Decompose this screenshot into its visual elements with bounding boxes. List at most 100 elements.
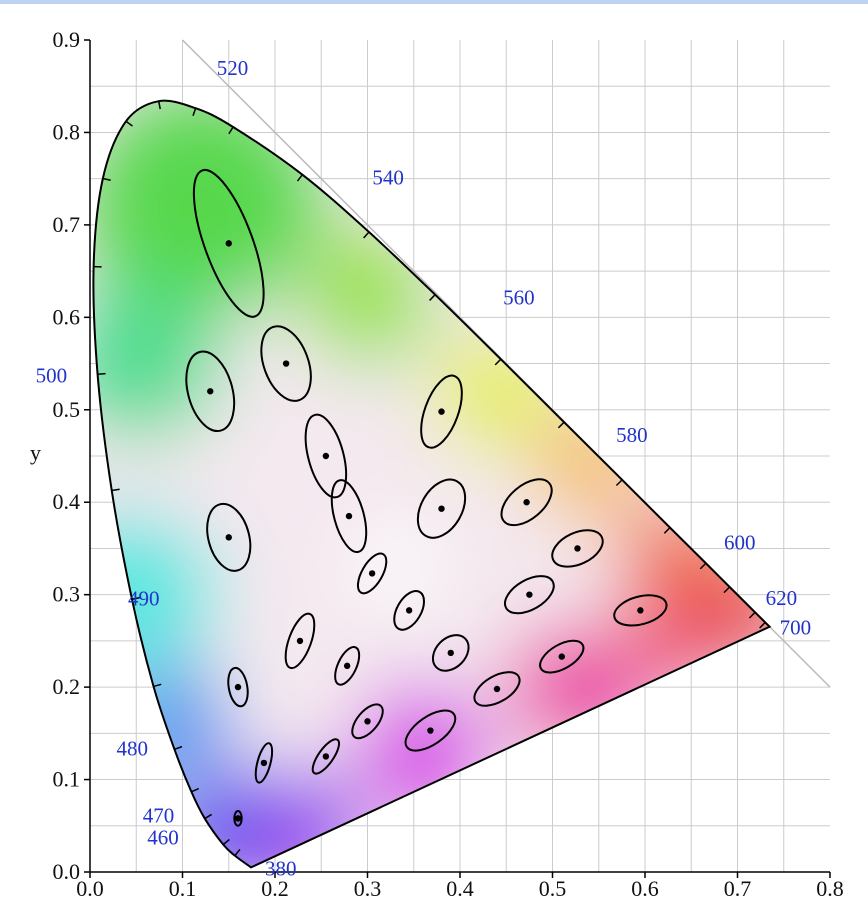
wavelength-tick xyxy=(174,745,183,751)
ellipse-center-point xyxy=(558,653,565,660)
ellipse-center-point xyxy=(405,607,413,614)
x-tick-label: 0.5 xyxy=(539,876,567,901)
wavelength-tick xyxy=(615,479,623,487)
ellipse-center-point xyxy=(343,662,351,670)
wavelength-label: 600 xyxy=(724,531,756,555)
macadam-ellipses xyxy=(185,168,668,827)
macadam-ellipse xyxy=(260,325,312,402)
x-tick-label: 0.6 xyxy=(631,876,659,901)
wavelength-label: 490 xyxy=(128,586,159,610)
wavelength-tick xyxy=(296,174,303,182)
wavelength-tick xyxy=(97,372,106,376)
wavelength-label: 380 xyxy=(265,856,297,880)
wavelength-tick xyxy=(228,126,234,135)
y-tick-label: 0.1 xyxy=(53,767,81,792)
macadam-ellipse xyxy=(233,809,243,827)
macadam-ellipse xyxy=(330,479,368,554)
x-tick-label: 0.8 xyxy=(816,876,844,901)
ellipse-center-point xyxy=(447,649,454,657)
x-tick-label: 0.3 xyxy=(354,876,382,901)
wavelength-tick xyxy=(557,421,565,429)
wavelength-tick xyxy=(131,596,140,601)
x-tick-label: 0.1 xyxy=(169,876,197,901)
ellipse-center-point xyxy=(322,452,330,460)
y-tick-label: 0.0 xyxy=(53,859,81,884)
y-axis-title: y xyxy=(30,440,41,465)
macadam-ellipse xyxy=(539,639,585,674)
wavelength-tick xyxy=(125,120,133,127)
ellipse-center-point xyxy=(296,637,304,645)
wavelength-label: 520 xyxy=(217,56,249,80)
macadam-ellipse xyxy=(393,590,426,631)
x-tick-label: 0.2 xyxy=(261,876,289,901)
wavelength-tick xyxy=(494,358,502,366)
wavelength-label: 620 xyxy=(766,586,798,610)
x-axis-tick-labels: 0.0 0.1 0.2 0.3 0.4 0.5 0.6 0.7 0.8 xyxy=(76,876,844,901)
wavelength-label: 460 xyxy=(147,826,179,850)
wavelength-tick xyxy=(222,838,230,846)
x-tick-label: 0.7 xyxy=(724,876,752,901)
macadam-ellipse xyxy=(254,742,274,784)
wavelength-label: 560 xyxy=(503,286,535,310)
ellipse-center-point xyxy=(493,685,501,693)
wavelength-label: 540 xyxy=(372,166,404,190)
macadam-ellipse xyxy=(284,612,316,670)
ellipse-center-point xyxy=(637,607,644,614)
macadam-ellipse xyxy=(311,738,341,775)
y-axis-tick-labels: 0.0 0.1 0.2 0.3 0.4 0.5 0.6 0.7 0.8 0.9 xyxy=(53,27,81,884)
spectral-locus-curve xyxy=(92,99,772,869)
y-tick-label: 0.6 xyxy=(53,304,81,329)
y-tick-label: 0.8 xyxy=(53,119,81,144)
wavelength-tick xyxy=(723,586,731,594)
ellipse-center-point xyxy=(207,388,214,395)
x-axis-title: x xyxy=(455,912,466,922)
wavelength-tick xyxy=(663,527,671,534)
wavelength-tick xyxy=(234,848,241,857)
wavelength-tick xyxy=(363,231,370,239)
macadam-ellipse xyxy=(185,350,236,432)
macadam-ellipse xyxy=(227,666,249,708)
wavelength-tick xyxy=(699,562,707,570)
ellipse-center-point xyxy=(345,512,353,520)
x-tick-label: 0.4 xyxy=(446,876,474,901)
wavelength-tick xyxy=(157,101,161,110)
y-tick-label: 0.9 xyxy=(53,27,81,52)
ellipse-center-point xyxy=(438,505,445,512)
ellipse-center-point xyxy=(260,759,268,767)
fill-blob xyxy=(93,286,223,441)
macadam-ellipse xyxy=(206,502,252,572)
wavelength-tick xyxy=(111,488,120,492)
ellipse-center-point xyxy=(322,753,330,760)
wavelength-label: 580 xyxy=(616,423,648,447)
wavelength-labels: 380 460 470 480 490 500 520 540 560 580 … xyxy=(36,56,812,880)
ellipse-center-point xyxy=(364,718,371,725)
wavelength-label: 480 xyxy=(116,736,148,760)
wavelength-tick xyxy=(759,621,766,629)
axes xyxy=(84,39,831,878)
ellipse-center-point xyxy=(526,591,533,598)
wavelength-label: 470 xyxy=(143,804,175,828)
wavelength-tick xyxy=(102,177,111,181)
ellipse-center-point xyxy=(427,727,434,734)
macadam-ellipse xyxy=(473,671,521,707)
macadam-ellipse xyxy=(416,478,467,539)
fill-blob xyxy=(299,230,436,368)
window-top-strip xyxy=(0,0,868,4)
y-tick-label: 0.3 xyxy=(53,582,81,607)
macadam-ellipse xyxy=(613,594,668,627)
macadam-ellipse xyxy=(304,413,348,499)
wavelength-tick xyxy=(204,813,213,820)
y-tick-label: 0.7 xyxy=(53,212,81,237)
wavelength-tick-marks xyxy=(93,101,766,857)
wavelength-tick xyxy=(429,294,436,301)
wavelength-tick xyxy=(748,611,756,619)
ellipse-center-point xyxy=(234,683,242,691)
fill-blob xyxy=(618,595,709,687)
ellipse-center-point xyxy=(282,360,290,367)
wavelength-tick xyxy=(191,787,200,793)
macadam-ellipse xyxy=(351,703,384,740)
macadam-ellipse xyxy=(192,168,265,318)
macadam-ellipse xyxy=(420,374,463,449)
ellipse-center-point xyxy=(225,240,232,247)
macadam-ellipse xyxy=(356,552,388,595)
